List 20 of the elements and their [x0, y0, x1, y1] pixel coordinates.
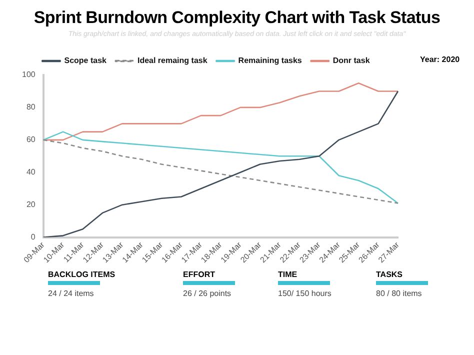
y-tick-label: 100 [22, 70, 36, 80]
y-tick-label: 60 [26, 135, 36, 144]
y-tick-label: 80 [26, 102, 36, 112]
legend-label: Scope task [64, 56, 108, 66]
text: 24 / 24 items [48, 289, 95, 298]
y-tick-label: 20 [26, 200, 36, 210]
legend-label: Remaining tasks [238, 56, 302, 66]
text: Year: 2020 [420, 55, 460, 64]
text: TIME [278, 270, 298, 279]
y-tick-label: 40 [26, 168, 36, 177]
text: 26 / 26 points [183, 289, 232, 298]
text: TASKS [376, 270, 404, 279]
text: 150/ 150 hours [278, 289, 332, 298]
text: BACKLOG ITEMS [48, 270, 116, 279]
legend-label: Ideal remaing task [137, 56, 208, 66]
legend-label: Donr task [332, 56, 370, 66]
chart-title: Sprint Burndown Complexity Chart with Task Status [32, 8, 442, 28]
text: EFFORT [183, 270, 216, 279]
y-tick-label: 0 [30, 232, 36, 242]
text: 80 / 80 items [376, 289, 423, 298]
